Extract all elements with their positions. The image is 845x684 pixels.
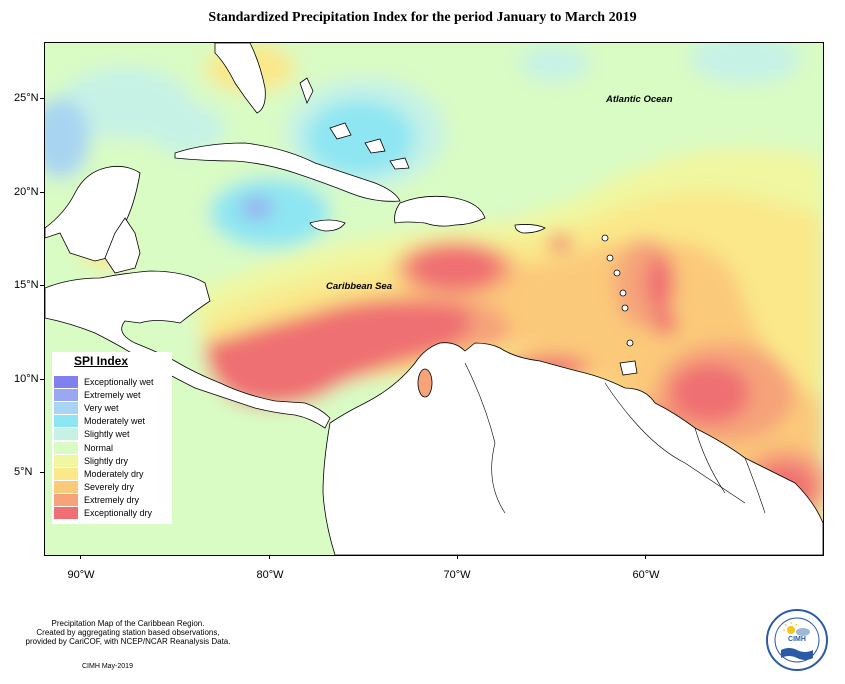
legend-swatch: [54, 493, 78, 506]
lon-label-90w: 90°W: [67, 569, 95, 581]
legend-label: Normal: [84, 442, 114, 453]
lon-tick: [457, 555, 458, 559]
legend-label: Exceptionally wet: [84, 377, 154, 387]
legend-row: Slightly dry: [54, 454, 129, 467]
cimh-logo: CIMH: [765, 608, 829, 672]
lon-label-80w: 80°W: [256, 569, 284, 581]
lat-label-25n: 25°N: [14, 92, 39, 104]
legend-row: Normal: [54, 441, 114, 454]
legend-row: Exceptionally wet: [54, 376, 154, 388]
lon-tick: [269, 555, 270, 559]
legend-swatch: [54, 376, 78, 388]
legend-label: Exceptionally dry: [84, 508, 153, 518]
legend-swatch: [54, 507, 78, 519]
legend-swatch: [54, 480, 78, 493]
spi-legend: SPI Index Exceptionally wet Extremely wet…: [52, 352, 172, 524]
lat-tick: [40, 98, 44, 99]
legend-row: Severely dry: [54, 480, 135, 493]
footer-note: Precipitation Map of the Caribbean Regio…: [8, 619, 248, 646]
atlantic-ocean-label: Atlantic Ocean: [606, 94, 673, 105]
legend-swatch: [54, 441, 78, 454]
lat-tick: [40, 379, 44, 380]
legend-label: Slightly wet: [84, 429, 130, 440]
legend-label: Slightly dry: [84, 455, 129, 466]
country-borders: [464, 362, 766, 514]
legend-label: Extremely wet: [84, 390, 141, 401]
legend-row: Moderately wet: [54, 415, 146, 428]
lon-tick: [80, 555, 81, 559]
footer-note-line3: provided by CariCOF, with NCEP/NCAR Rean…: [25, 637, 231, 646]
legend-label: Severely dry: [84, 481, 135, 492]
legend-row: Extremely dry: [54, 493, 140, 506]
lat-label-20n: 20°N: [14, 186, 39, 198]
footer-credit: CIMH May-2019: [82, 663, 133, 670]
lat-tick: [40, 192, 44, 193]
lat-label-15n: 15°N: [14, 279, 39, 291]
legend-label: Very wet: [84, 403, 119, 414]
lon-label-70w: 70°W: [443, 569, 471, 581]
legend-swatch: [54, 402, 78, 415]
land-masses: [45, 43, 823, 555]
spi-map: [44, 42, 824, 556]
precipitation-field: [45, 43, 823, 555]
legend-swatch: [54, 428, 78, 441]
caribbean-sea-label: Caribbean Sea: [326, 281, 392, 292]
legend-swatch: [54, 467, 78, 480]
footer-note-line2: Created by aggregating station based obs…: [36, 628, 220, 637]
legend-swatch: [54, 415, 78, 428]
legend-title: SPI Index: [74, 354, 129, 368]
legend-label: Moderately wet: [84, 416, 146, 427]
legend-row: Exceptionally dry: [54, 507, 152, 519]
legend-label: Extremely dry: [84, 494, 140, 505]
legend-row: Slightly wet: [54, 428, 130, 441]
lon-tick: [645, 555, 646, 559]
legend-row: Very wet: [54, 402, 119, 415]
map-title: Standardized Precipitation Index for the…: [208, 10, 637, 25]
lat-tick: [40, 472, 44, 473]
lon-label-60w: 60°W: [632, 569, 660, 581]
legend-label: Moderately dry: [84, 468, 144, 479]
legend-row: Extremely wet: [54, 389, 141, 402]
footer-note-line1: Precipitation Map of the Caribbean Regio…: [51, 619, 205, 628]
legend-swatch: [54, 454, 78, 467]
lat-label-5n: 5°N: [14, 466, 33, 478]
logo-text: CIMH: [788, 636, 806, 643]
lat-tick: [40, 285, 44, 286]
lat-label-10n: 10°N: [14, 373, 39, 385]
legend-swatch: [54, 389, 78, 402]
legend-row: Moderately dry: [54, 467, 144, 480]
